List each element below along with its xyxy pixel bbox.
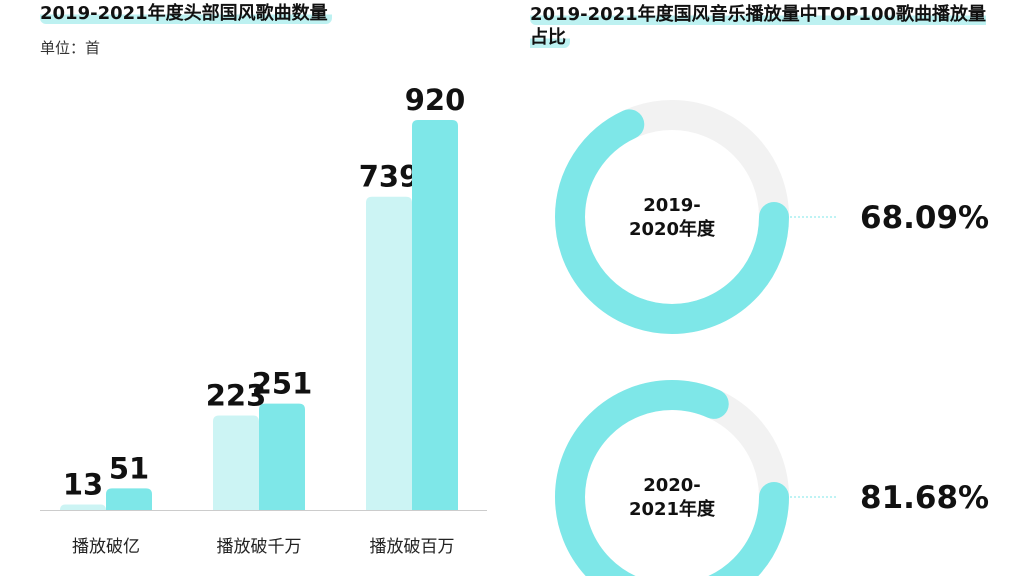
label-line: 2019-	[643, 195, 701, 216]
donut-center-label: 2020-2021年度	[629, 475, 716, 520]
value-label: 920	[405, 83, 466, 117]
value-label: 739	[359, 160, 420, 194]
bar	[106, 488, 152, 510]
unit-label: 单位：首	[40, 39, 101, 57]
value-label: 251	[252, 367, 313, 401]
donut-center-label: 2019-2020年度	[629, 195, 716, 240]
label-line: 2021年度	[629, 498, 716, 520]
donut-arc	[555, 380, 789, 576]
value-label: 13	[63, 467, 103, 501]
bar	[213, 415, 259, 510]
donut-arc	[555, 100, 789, 334]
bar	[366, 196, 412, 510]
x-tick-label: 播放破千万	[217, 537, 302, 557]
x-tick-label: 播放破百万	[370, 537, 455, 557]
bar-title-text: 2019-2021年度头部国风歌曲数量	[40, 3, 332, 24]
x-tick-label: 播放破亿	[72, 537, 140, 557]
bar-title: 2019-2021年度头部国风歌曲数量	[40, 2, 332, 25]
bar	[259, 403, 305, 510]
label-line: 2020年度	[629, 218, 716, 240]
bar	[412, 120, 458, 510]
value-label: 223	[206, 378, 267, 412]
label-line: 2020-	[643, 475, 701, 496]
value-label: 51	[109, 451, 149, 485]
value-label: 68.09%	[860, 200, 989, 236]
bar	[60, 504, 106, 510]
value-label: 81.68%	[860, 480, 989, 516]
donut-title: 2019-2021年度国风音乐播放量中TOP100歌曲播放量占比	[530, 3, 990, 49]
